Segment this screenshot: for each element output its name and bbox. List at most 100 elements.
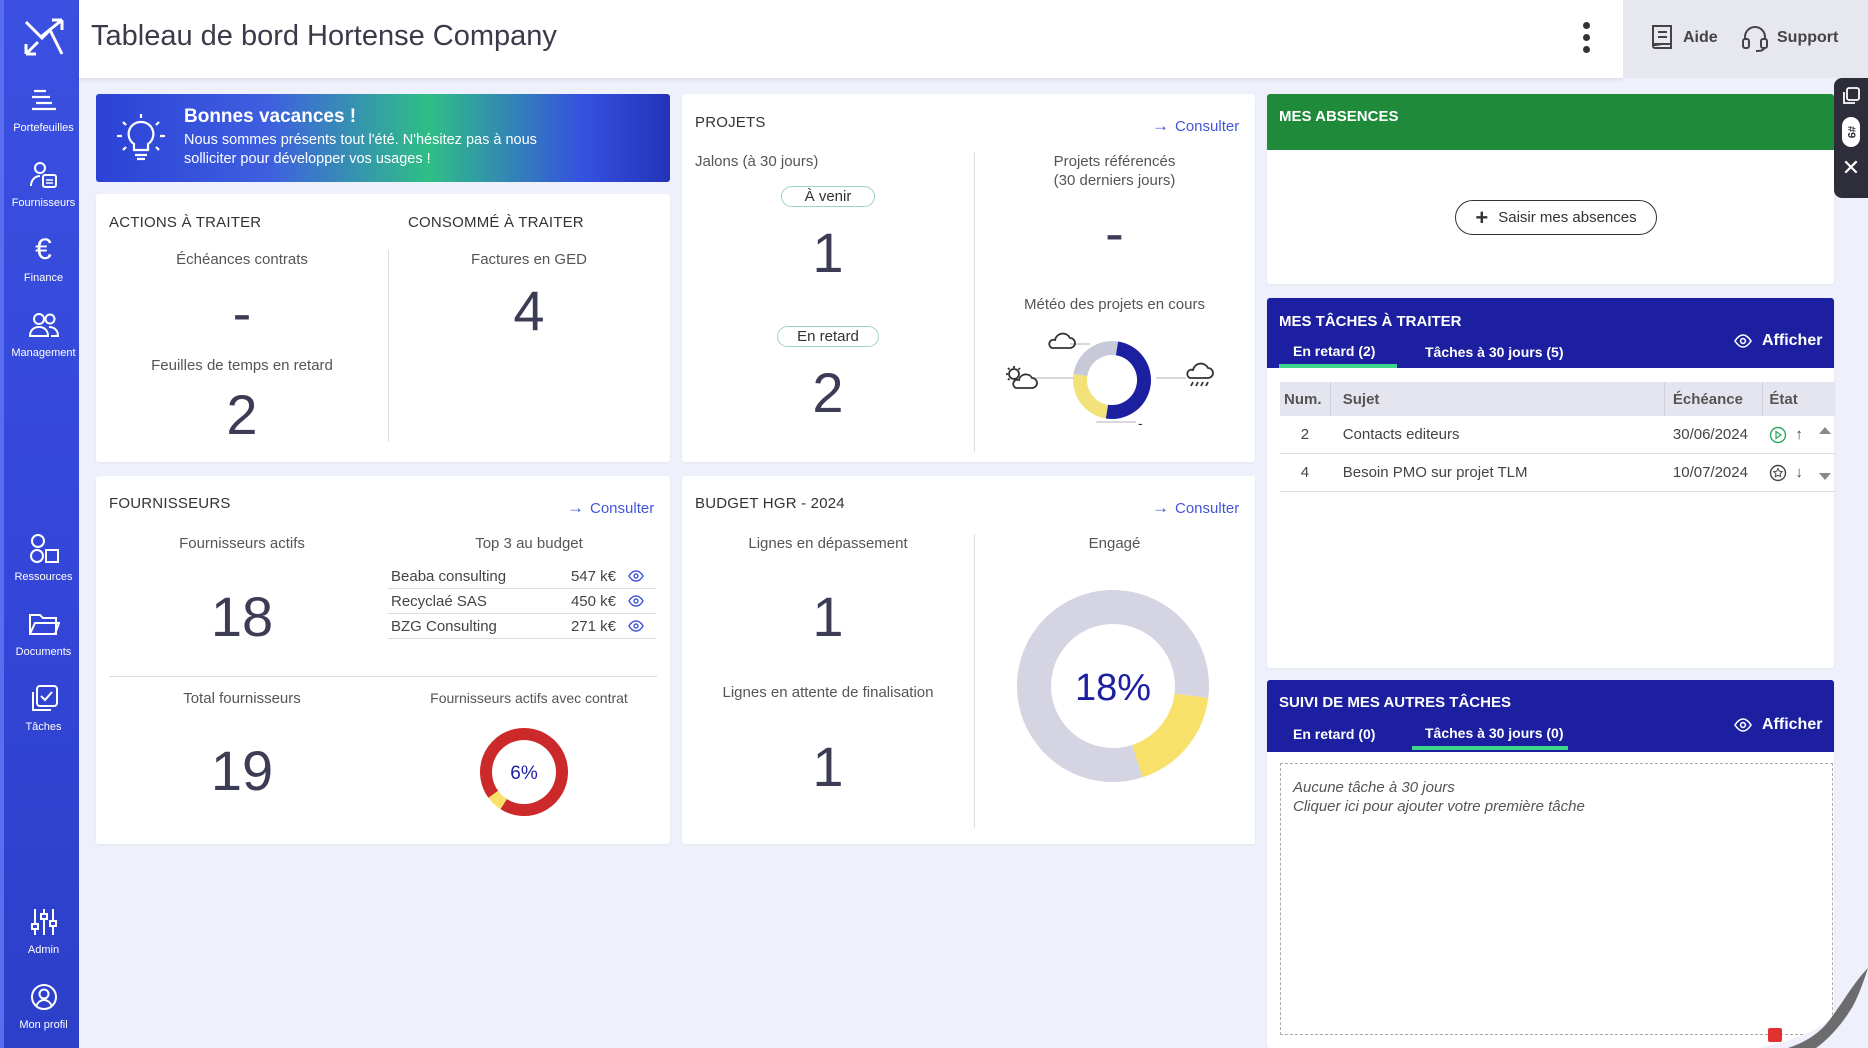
afficher-button[interactable]: Afficher <box>1734 332 1822 350</box>
projets-title: Projets <box>695 114 766 131</box>
eye-icon[interactable] <box>616 570 656 582</box>
sidebar-item-fournisseurs[interactable]: Fournisseurs <box>4 159 83 229</box>
engage-slice <box>1131 693 1209 778</box>
active-tab-indicator <box>1412 746 1568 750</box>
budget-consult-link[interactable]: → Consulter <box>1152 498 1239 518</box>
sidebar-item-documents[interactable]: Documents <box>4 608 83 678</box>
help-button[interactable]: Aide <box>1649 24 1718 52</box>
taches-title: Mes tâches à traiter <box>1279 313 1462 330</box>
taches-header: Mes tâches à traiter En retard (2) Tâche… <box>1267 298 1834 368</box>
close-icon[interactable]: ✕ <box>1841 155 1861 180</box>
sidebar-item-label: Admin <box>27 944 60 956</box>
arrow-right-icon: → <box>1152 116 1169 135</box>
sidebar-item-portefeuilles[interactable]: Portefeuilles <box>4 84 83 154</box>
total-value[interactable]: 19 <box>210 739 274 802</box>
eye-icon[interactable] <box>616 595 656 607</box>
app-logo-icon[interactable] <box>22 18 66 58</box>
arrow-right-icon: → <box>1152 498 1169 517</box>
arrow-up-icon: ↑ <box>1795 426 1803 443</box>
col-num[interactable]: Num. <box>1284 390 1322 408</box>
arrow-right-icon: → <box>567 498 584 517</box>
empty-line-2: Cliquer ici pour ajouter votre première … <box>1293 798 1585 815</box>
supplier-name: Recyclaé SAS <box>391 592 487 610</box>
divider <box>974 534 975 828</box>
tab-taches-30-jours[interactable]: Tâches à 30 jours (0) <box>1425 725 1564 741</box>
badge-toggle[interactable]: #9 <box>1834 114 1868 150</box>
sidebar: Portefeuilles Fournisseurs € Finance Man… <box>0 0 79 1048</box>
contrat-rest-slice <box>480 728 568 816</box>
projets-consult-link[interactable]: → Consulter <box>1152 116 1239 136</box>
resources-icon <box>28 533 60 565</box>
tab-en-retard[interactable]: En retard (2) <box>1293 343 1376 359</box>
task-subject[interactable]: Contacts editeurs <box>1342 426 1460 443</box>
col-sujet[interactable]: Sujet <box>1342 390 1380 408</box>
table-row[interactable]: 2 Contacts editeurs 30/06/2024 ↑ <box>1280 416 1835 454</box>
eye-icon <box>1734 334 1752 348</box>
more-options-icon[interactable] <box>1579 22 1593 56</box>
plus-icon: + <box>1475 204 1489 230</box>
cloud-icon <box>1048 332 1076 349</box>
copy-icon[interactable] <box>1834 78 1868 114</box>
task-subject[interactable]: Besoin PMO sur projet TLM <box>1342 464 1528 481</box>
team-icon <box>28 309 60 341</box>
fournisseurs-consult-link[interactable]: → Consulter <box>567 498 654 518</box>
active-tab-indicator <box>1279 364 1397 368</box>
sidebar-item-label: Documents <box>15 646 72 658</box>
supplier-icon <box>28 159 60 191</box>
col-echeance[interactable]: Échéance <box>1672 390 1743 408</box>
top3-row: Recyclaé SAS 450 k€ <box>388 589 656 614</box>
add-absence-button[interactable]: + Saisir mes absences <box>1455 200 1657 235</box>
feuilles-value[interactable]: 2 <box>226 383 258 446</box>
total-label: Total fournisseurs <box>183 690 301 707</box>
support-label: Support <box>1777 29 1839 46</box>
avenir-value[interactable]: 1 <box>812 221 844 284</box>
col-etat[interactable]: État <box>1769 390 1798 408</box>
eye-icon[interactable] <box>616 620 656 632</box>
attente-value[interactable]: 1 <box>812 735 844 798</box>
banner-text: Nous sommes présents tout l'été. N'hésit… <box>184 132 537 167</box>
consult-label: Consulter <box>590 499 655 517</box>
top3-row: Beaba consulting 547 k€ <box>388 564 656 589</box>
actifs-value[interactable]: 18 <box>210 585 274 648</box>
consomme-title: Consommé à traiter <box>408 214 584 231</box>
tab-en-retard[interactable]: En retard (0) <box>1293 726 1376 742</box>
sidebar-item-taches[interactable]: Tâches <box>4 683 83 753</box>
referencés-value[interactable]: - <box>1105 201 1124 264</box>
play-circle-icon[interactable] <box>1769 426 1787 444</box>
support-button[interactable]: Support <box>1741 24 1838 52</box>
absences-header: Mes absences <box>1267 94 1834 150</box>
portfolio-icon <box>28 84 60 116</box>
divider <box>109 676 657 677</box>
meteo-rain-slice <box>1105 341 1152 419</box>
factures-value[interactable]: 4 <box>513 279 545 342</box>
sidebar-item-ressources[interactable]: Ressources <box>4 533 83 603</box>
engage-label: Engagé <box>1088 535 1141 552</box>
divider <box>974 152 975 452</box>
sidebar-item-label: Mon profil <box>19 1019 68 1031</box>
sidebar-item-admin[interactable]: Admin <box>4 906 83 976</box>
afficher-label: Afficher <box>1762 332 1823 349</box>
star-circle-icon[interactable] <box>1769 464 1787 482</box>
referencés-sublabel: (30 derniers jours) <box>1053 172 1176 189</box>
afficher-button[interactable]: Afficher <box>1734 716 1822 734</box>
folder-icon <box>28 608 60 640</box>
retard-value[interactable]: 2 <box>812 361 844 424</box>
sidebar-item-finance[interactable]: € Finance <box>4 233 83 304</box>
arrow-down-icon: ↓ <box>1795 464 1803 481</box>
task-due-date: 10/07/2024 <box>1672 464 1748 481</box>
factures-label: Factures en GED <box>471 251 587 268</box>
meteo-dash: - <box>1138 415 1143 431</box>
contrat-donut: 6% <box>480 728 568 816</box>
table-row[interactable]: 4 Besoin PMO sur projet TLM 10/07/2024 ↓ <box>1280 454 1835 492</box>
sidebar-item-mon-profil[interactable]: Mon profil <box>4 981 83 1048</box>
tab-taches-30-jours[interactable]: Tâches à 30 jours (5) <box>1425 344 1564 360</box>
echeances-label: Échéances contrats <box>176 251 308 268</box>
echeances-value[interactable]: - <box>232 281 252 344</box>
sidebar-item-management[interactable]: Management <box>4 309 83 379</box>
absences-title: Mes absences <box>1279 108 1399 125</box>
task-num: 2 <box>1300 426 1310 443</box>
top3-label: Top 3 au budget <box>475 535 583 552</box>
depassement-value[interactable]: 1 <box>812 585 844 648</box>
table-scroll-arrows[interactable] <box>1818 424 1832 482</box>
add-first-task-area[interactable]: Aucune tâche à 30 jours Cliquer ici pour… <box>1280 763 1833 1035</box>
